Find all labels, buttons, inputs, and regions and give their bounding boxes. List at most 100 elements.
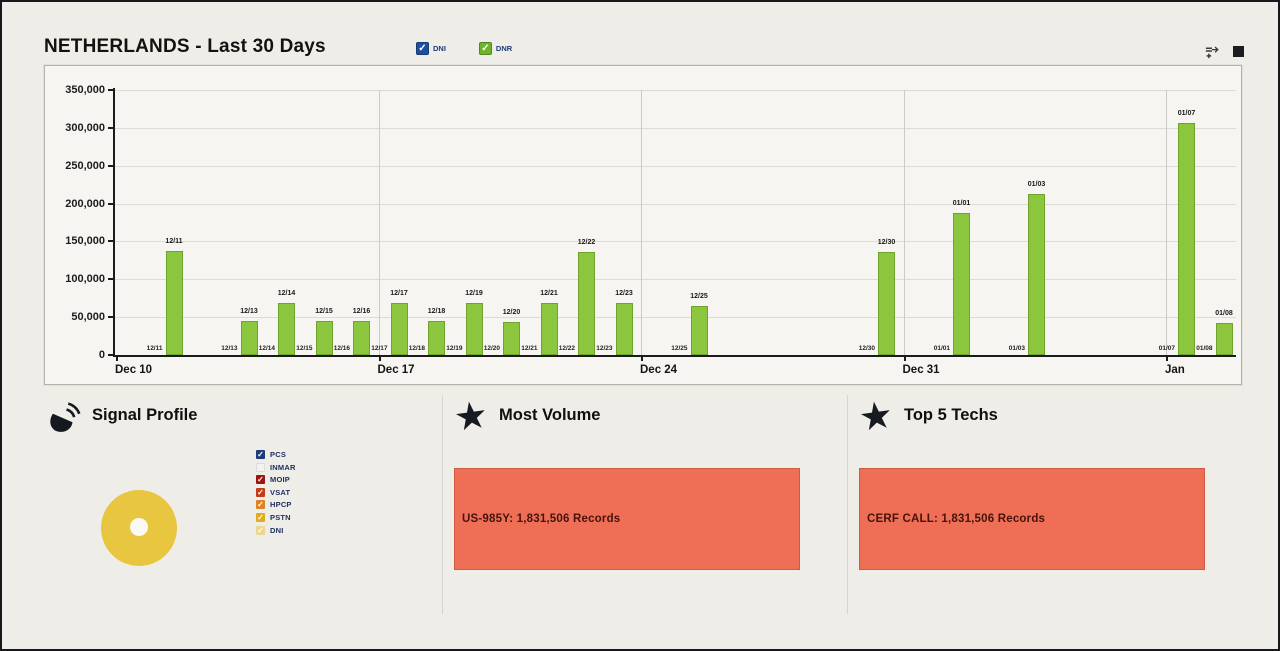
bar-value-label: 12/22 — [577, 239, 596, 246]
square-icon[interactable] — [1233, 46, 1244, 57]
x-axis-label: Dec 10 — [115, 364, 153, 376]
satellite-signal-icon — [50, 402, 81, 432]
header-icons — [1204, 44, 1244, 59]
y-axis-label: 250,000 — [65, 159, 105, 172]
series-toggle-dnr[interactable]: ✓ DNR — [478, 42, 513, 55]
legend-item-moip[interactable]: ✓ MOIP — [256, 475, 296, 485]
dni-bar-label: 01/01 — [933, 345, 950, 352]
legend-checkbox-icon[interactable]: ✓ — [256, 487, 265, 497]
donut-hole — [130, 518, 148, 536]
legend-item-vsat[interactable]: ✓ VSAT — [256, 487, 296, 497]
legend-label: VSAT — [270, 487, 291, 497]
legend-label: MOIP — [270, 475, 290, 485]
y-axis-label: 50,000 — [71, 311, 105, 324]
dni-bar-label: 12/15 — [296, 345, 313, 352]
signal-profile-legend: ✓ PCS INMAR ✓ MOIP ✓ VSAT ✓ HPCP ✓ PSTN ✓ DNI — [256, 450, 296, 535]
panel-divider — [442, 395, 443, 614]
series-toggle-label: DNI — [433, 44, 446, 53]
dnr-bar-12-21[interactable] — [540, 303, 558, 355]
y-axis-label: 350,000 — [65, 84, 105, 96]
dnr-bar-12-17[interactable] — [390, 303, 408, 355]
bar-value-label: 12/23 — [615, 290, 633, 297]
series-toggle-dni[interactable]: ✓ DNI — [416, 42, 446, 55]
legend-label: PCS — [270, 450, 287, 459]
y-axis-tick — [108, 316, 113, 319]
x-axis-tick — [1166, 355, 1168, 361]
dnr-bar-12-22[interactable] — [578, 252, 595, 355]
dnr-bar-12-16[interactable] — [353, 321, 370, 355]
y-axis-line — [113, 88, 115, 355]
legend-label: PSTN — [270, 512, 291, 522]
dnr-bar-12-19[interactable] — [465, 303, 483, 355]
y-axis-label: 200,000 — [65, 197, 105, 210]
legend-label: INMAR — [270, 462, 296, 472]
gridline — [903, 90, 905, 355]
dni-bar-label: 12/19 — [446, 345, 463, 352]
y-axis-tick — [108, 202, 113, 205]
dnr-bar-12-13[interactable] — [240, 321, 258, 355]
x-axis-line — [113, 355, 1236, 357]
x-axis-label: Dec 24 — [640, 364, 678, 376]
bar-value-label: 12/30 — [877, 239, 896, 246]
dnr-bar-12-18[interactable] — [428, 321, 445, 355]
dnr-bar-12-20[interactable] — [503, 322, 520, 355]
y-axis-label: 0 — [98, 349, 105, 361]
legend-checkbox-icon[interactable]: ✓ — [256, 500, 265, 510]
most-volume-text: US-985Y: 1,831,506 Records — [462, 513, 621, 525]
dni-bar-label: 12/11 — [146, 345, 163, 352]
dnr-bar-12-11[interactable] — [165, 251, 183, 355]
top5-techs-highlight: CERF CALL: 1,831,506 Records — [859, 468, 1205, 570]
dni-bar-label: 12/23 — [596, 345, 613, 352]
dnr-bar-01-03[interactable] — [1028, 194, 1045, 355]
pin-icon[interactable] — [1204, 44, 1219, 59]
y-axis-tick — [108, 164, 113, 167]
star-icon: ★ — [856, 393, 896, 441]
legend-item-hpcp[interactable]: ✓ HPCP — [256, 500, 296, 510]
dnr-bar-01-08[interactable] — [1215, 323, 1233, 355]
gridline — [113, 203, 1236, 205]
top5-techs-text: CERF CALL: 1,831,506 Records — [867, 513, 1046, 525]
y-axis-label: 300,000 — [65, 121, 105, 134]
legend-checkbox-icon[interactable]: ✓ — [256, 512, 265, 522]
gridline — [113, 165, 1236, 167]
legend-item-dni[interactable]: ✓ DNI — [256, 525, 296, 535]
checkbox-icon[interactable]: ✓ — [478, 42, 492, 55]
legend-checkbox-icon[interactable]: ✓ — [256, 450, 265, 459]
dnr-bar-12-15[interactable] — [315, 321, 333, 355]
legend-item-pcs[interactable]: ✓ PCS — [256, 450, 296, 459]
series-toggle-label: DNR — [495, 44, 513, 53]
bar-value-label: 12/18 — [427, 308, 446, 315]
bar-value-label: 12/20 — [502, 309, 521, 316]
dnr-bar-01-07[interactable] — [1178, 123, 1195, 355]
x-axis-label: Dec 31 — [902, 364, 940, 376]
bar-value-label: 12/14 — [277, 290, 296, 297]
legend-label: HPCP — [270, 500, 292, 510]
y-axis-label: 100,000 — [65, 273, 105, 286]
y-axis-label: 150,000 — [65, 235, 105, 248]
x-axis-label: Jan — [1165, 364, 1185, 376]
dnr-bar-12-14[interactable] — [278, 303, 295, 355]
y-axis-tick — [108, 126, 113, 129]
legend-item-pstn[interactable]: ✓ PSTN — [256, 512, 296, 522]
legend-item-inmar[interactable]: INMAR — [256, 462, 296, 472]
bar-value-label: 12/11 — [165, 238, 183, 245]
legend-checkbox-icon[interactable]: ✓ — [256, 525, 265, 535]
dnr-bar-12-30[interactable] — [878, 252, 895, 355]
legend-label: DNI — [270, 525, 284, 535]
page-title: NETHERLANDS - Last 30 Days — [44, 36, 326, 57]
gridline — [113, 90, 1236, 91]
bar-value-label: 12/13 — [240, 308, 258, 315]
most-volume-title: Most Volume — [499, 406, 601, 424]
dni-bar-label: 12/20 — [483, 345, 500, 352]
dni-bar-label: 12/30 — [858, 345, 875, 352]
legend-checkbox-icon[interactable] — [256, 462, 265, 472]
bar-value-label: 01/01 — [952, 200, 971, 207]
checkbox-icon[interactable]: ✓ — [416, 42, 429, 55]
donut-chart[interactable] — [101, 490, 177, 566]
dnr-bar-01-01[interactable] — [953, 213, 970, 355]
dnr-bar-12-23[interactable] — [615, 303, 633, 355]
legend-checkbox-icon[interactable]: ✓ — [256, 475, 265, 485]
gridline — [378, 90, 380, 355]
dnr-bar-12-25[interactable] — [690, 306, 708, 355]
